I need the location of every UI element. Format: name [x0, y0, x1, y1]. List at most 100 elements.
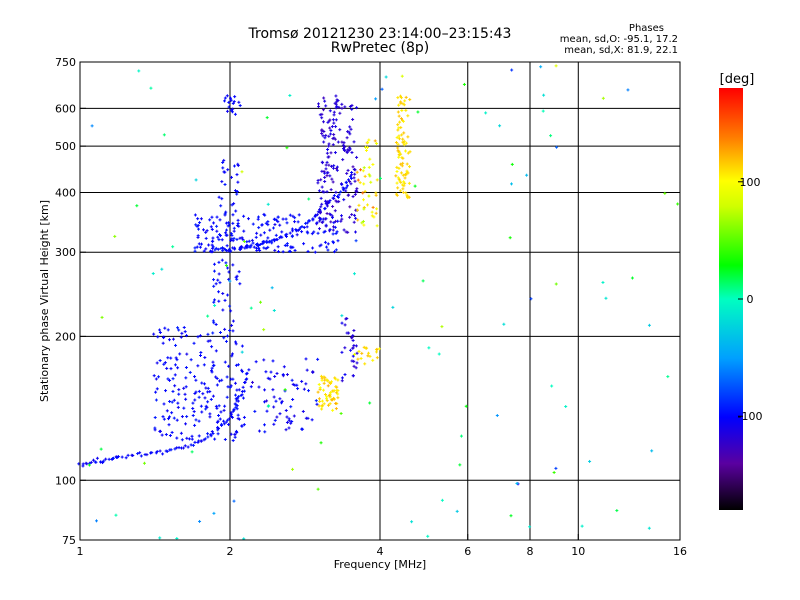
data-point — [220, 258, 224, 262]
y-tick-label: 100 — [55, 474, 76, 487]
data-point — [266, 220, 270, 224]
data-point — [196, 227, 200, 231]
data-point — [230, 237, 234, 241]
data-point — [188, 370, 192, 374]
data-point — [232, 226, 236, 230]
data-point — [251, 241, 255, 245]
data-point — [193, 375, 197, 379]
data-point — [204, 236, 208, 240]
grid-lines — [80, 62, 680, 540]
data-point — [408, 165, 412, 169]
data-point — [384, 75, 388, 79]
y-tick-label: 200 — [55, 330, 76, 343]
data-point — [219, 410, 223, 414]
data-point — [291, 214, 295, 218]
data-point — [225, 109, 229, 113]
data-point — [399, 94, 403, 98]
data-point — [319, 178, 323, 182]
data-point — [236, 395, 240, 399]
data-point — [331, 228, 335, 232]
data-point — [323, 199, 327, 203]
data-point — [236, 413, 240, 417]
data-point — [262, 423, 266, 427]
data-point — [320, 376, 324, 380]
data-point — [333, 137, 337, 141]
data-point — [341, 158, 345, 162]
data-point — [155, 387, 159, 391]
data-point — [340, 321, 344, 325]
data-point — [227, 105, 231, 109]
data-point — [323, 206, 327, 210]
data-point — [650, 449, 654, 453]
data-point — [208, 412, 212, 416]
data-point — [272, 226, 276, 230]
data-point — [212, 284, 216, 288]
data-point — [329, 129, 333, 133]
data-point — [397, 149, 401, 153]
data-point — [185, 352, 189, 356]
data-point — [285, 415, 289, 419]
phase-x-stats: mean, sd,X: 81.9, 22.1 — [564, 45, 678, 56]
data-point — [221, 249, 225, 253]
data-point — [196, 235, 200, 239]
data-point — [356, 218, 360, 222]
data-point — [139, 454, 143, 458]
data-point — [267, 404, 271, 408]
data-point — [319, 196, 323, 200]
data-point — [228, 385, 232, 389]
data-point — [397, 137, 401, 141]
data-point — [313, 250, 317, 254]
data-point — [158, 536, 162, 540]
data-point — [350, 151, 354, 155]
data-point — [362, 345, 366, 349]
data-point — [161, 452, 165, 456]
data-point — [396, 176, 400, 180]
data-point — [399, 126, 403, 130]
data-point — [280, 230, 284, 234]
data-point — [408, 150, 412, 154]
data-point — [282, 365, 286, 369]
data-point — [601, 280, 605, 284]
data-point — [217, 426, 221, 430]
data-point — [301, 427, 305, 431]
data-point — [265, 241, 269, 245]
data-point — [167, 338, 171, 342]
data-point — [357, 349, 361, 353]
data-point — [323, 217, 327, 221]
data-point — [316, 231, 320, 235]
data-point — [271, 388, 275, 392]
data-point — [263, 388, 267, 392]
data-point — [210, 430, 214, 434]
data-point — [166, 328, 170, 332]
data-point — [310, 418, 314, 422]
data-point — [325, 212, 329, 216]
data-point — [210, 366, 214, 370]
data-point — [215, 420, 219, 424]
data-point — [116, 455, 120, 459]
data-point — [231, 319, 235, 323]
data-point — [336, 389, 340, 393]
data-point — [326, 147, 330, 151]
data-point — [554, 64, 558, 68]
data-point — [328, 402, 332, 406]
data-point — [201, 392, 205, 396]
data-point — [321, 388, 325, 392]
data-point — [332, 397, 336, 401]
data-point — [206, 314, 210, 318]
data-point — [332, 196, 336, 200]
data-point — [199, 217, 203, 221]
data-point — [158, 429, 162, 433]
data-point — [399, 96, 403, 100]
data-point — [337, 105, 341, 109]
data-point — [325, 160, 329, 164]
data-point — [162, 362, 166, 366]
data-point — [374, 191, 378, 195]
data-point — [345, 171, 349, 175]
data-point — [323, 179, 327, 183]
data-point — [273, 248, 277, 252]
data-point — [343, 323, 347, 327]
data-point — [251, 222, 255, 226]
data-point — [397, 103, 401, 107]
data-point — [241, 396, 245, 400]
data-point — [269, 370, 273, 374]
